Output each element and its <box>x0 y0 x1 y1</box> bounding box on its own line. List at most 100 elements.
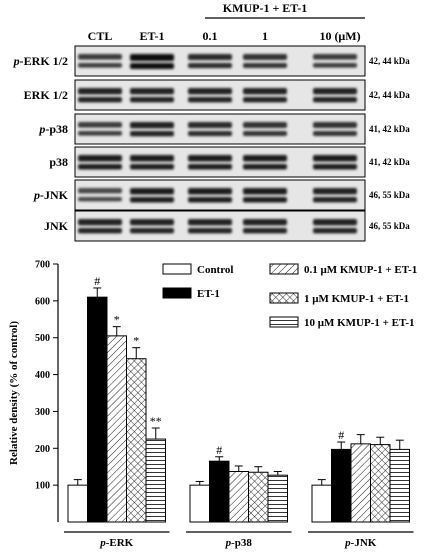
blot-band-lower <box>130 164 174 170</box>
blot-row-label: p38 <box>49 155 68 169</box>
bar <box>87 296 108 523</box>
blot-band-upper <box>243 88 287 95</box>
legend-swatch <box>269 263 299 275</box>
blot-panel <box>74 179 366 211</box>
lane-label-1: ET-1 <box>140 29 165 43</box>
blot-band-upper <box>243 54 287 60</box>
blot-band-lower <box>188 197 232 203</box>
blot-band-lower <box>78 197 122 202</box>
blot-band-upper <box>130 88 174 95</box>
y-axis-label: Relative density (% of control) <box>8 321 20 465</box>
bar <box>126 358 147 523</box>
blot-band-lower <box>188 63 232 69</box>
blot-band-lower <box>130 63 174 69</box>
blot-row-kda: 42, 44 kDa <box>369 90 410 100</box>
blot-row: p-p38 41, 42 kDa <box>38 113 410 145</box>
blot-band-upper <box>188 219 232 226</box>
blot-band-lower <box>78 228 122 234</box>
blot-band-lower <box>313 131 357 136</box>
legend-swatch <box>269 292 299 304</box>
blot-band-upper <box>188 88 232 95</box>
significance-mark: ** <box>150 414 162 428</box>
bar <box>311 484 332 523</box>
blot-band-upper <box>313 219 357 226</box>
blot-band-upper <box>78 122 122 128</box>
legend-label: ET-1 <box>197 288 220 300</box>
blot-band-lower <box>313 63 357 68</box>
blot-band-lower <box>243 164 287 170</box>
row-label-main: JNK <box>44 219 69 233</box>
blot-band-upper <box>78 54 122 60</box>
blot-band-upper <box>243 188 287 195</box>
blot-band-lower <box>313 197 357 203</box>
blot-row: p-JNK 46, 55 kDa <box>33 179 410 211</box>
blot-row-label: JNK <box>44 219 69 233</box>
category-prefix: p- <box>344 537 355 549</box>
blot-band-lower <box>313 97 357 103</box>
bar <box>370 444 391 523</box>
blot-row: ERK 1/2 42, 44 kDa <box>24 79 410 111</box>
row-label-prefix: p- <box>38 122 49 136</box>
blot-panel <box>74 45 366 77</box>
bar <box>145 438 166 523</box>
blot-panel <box>74 79 366 111</box>
lane-label-4: 10 (μM) <box>319 29 360 43</box>
significance-mark: # <box>94 274 100 288</box>
blot-band-upper <box>130 188 174 195</box>
row-label-prefix: p- <box>33 188 44 202</box>
blot-band-upper <box>313 188 357 195</box>
blot-band-upper <box>78 88 122 95</box>
legend-label: 0.1 μM KMUP-1 + ET-1 <box>304 264 417 276</box>
blot-row-label: ERK 1/2 <box>24 88 68 102</box>
blot-row-kda: 46, 55 kDa <box>369 221 410 231</box>
blot-panel <box>74 210 366 242</box>
blot-band-lower <box>130 197 174 203</box>
row-label-main: p38 <box>49 122 68 136</box>
blot-band-upper <box>78 188 122 194</box>
bar-chart: 100 200 300 400 500 600 700 Relative density (%… <box>8 260 417 550</box>
y-tick-label: 700 <box>35 260 50 271</box>
blot-row-kda: 41, 42 kDa <box>369 157 410 167</box>
blot-panel <box>74 113 366 145</box>
blot-band-lower <box>243 97 287 103</box>
blot-band-upper <box>188 54 232 61</box>
blot-row-label: p-JNK <box>33 188 69 202</box>
blot-band-lower <box>313 164 357 170</box>
blot-row-label: p-p38 <box>38 122 68 136</box>
lane-label-3: 1 <box>262 29 268 43</box>
blot-band-upper <box>188 155 232 162</box>
blot-band-lower <box>188 164 232 170</box>
blot-band-upper <box>130 54 174 61</box>
category-prefix: p- <box>99 537 110 549</box>
blot-band-lower <box>188 97 232 103</box>
row-label-main: JNK <box>44 188 69 202</box>
y-tick-label: 500 <box>35 333 50 344</box>
blot-row-label: p-ERK 1/2 <box>13 54 68 68</box>
legend-label: 10 μM KMUP-1 + ET-1 <box>304 317 414 329</box>
blot-band-upper <box>313 155 357 162</box>
lane-label-0: CTL <box>88 29 113 43</box>
blot-band-upper <box>78 155 122 162</box>
blot-band-upper <box>188 122 232 129</box>
row-label-prefix: p- <box>13 54 24 68</box>
category-main: p38 <box>235 537 253 549</box>
significance-mark: # <box>216 443 222 457</box>
blot-band-upper <box>78 219 122 226</box>
blot-row: p38 41, 42 kDa <box>49 146 410 178</box>
bar <box>228 471 249 523</box>
blot-band-lower <box>188 228 232 234</box>
y-tick-label: 300 <box>35 407 50 418</box>
blot-band-lower <box>313 228 357 234</box>
blot-band-upper <box>130 122 174 129</box>
blot-band-upper <box>130 155 174 162</box>
blot-group-header: KMUP-1 + ET-1 <box>223 1 307 15</box>
bar <box>389 448 410 523</box>
category-main: JNK <box>354 537 376 549</box>
category-main: ERK <box>109 537 133 549</box>
bar <box>189 484 210 523</box>
legend-swatch <box>162 287 192 299</box>
blot-band-upper <box>243 155 287 162</box>
y-tick-label: 100 <box>35 481 50 492</box>
